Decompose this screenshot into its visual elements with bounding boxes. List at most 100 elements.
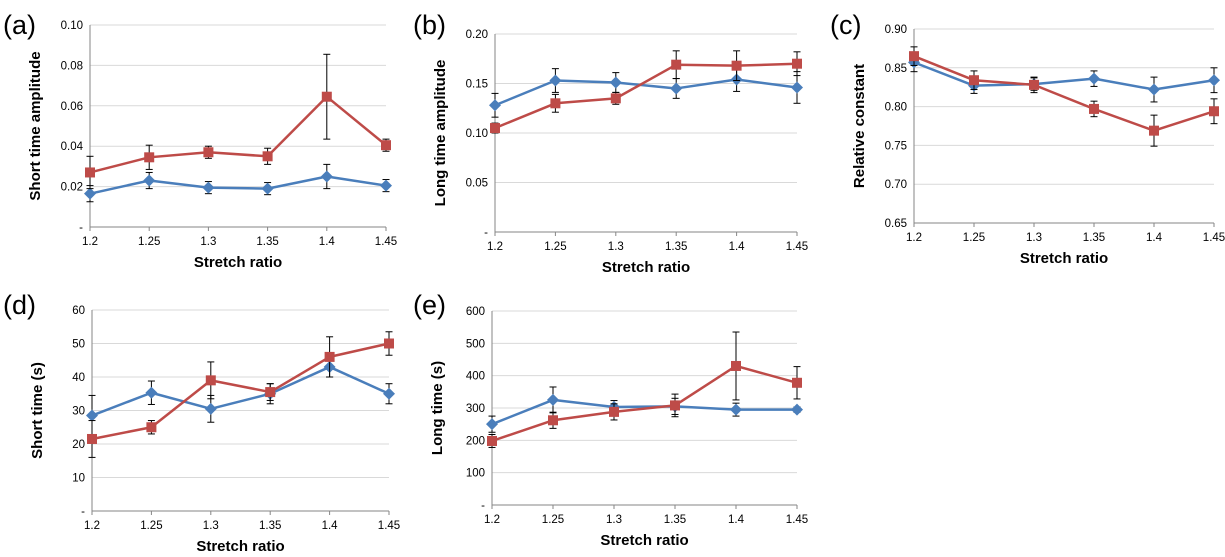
y-tick-label: 200 [466, 435, 485, 447]
x-tick-label: 1.25 [544, 241, 566, 253]
series-line-red [91, 342, 390, 441]
series-line-blue [913, 61, 1215, 91]
data-point-red [487, 435, 497, 446]
data-point-red [792, 377, 802, 388]
x-axis-title: Stretch ratio [602, 259, 690, 276]
x-axis-title: Stretch ratio [600, 532, 688, 549]
x-tick-label: 1.4 [319, 236, 336, 248]
y-axis-title: Short time (s) [29, 362, 46, 459]
panel-label-e: (e) [413, 290, 446, 320]
y-tick-label: 60 [72, 305, 85, 317]
y-tick-label: - [79, 222, 83, 234]
data-point-red [381, 140, 391, 151]
y-tick-label: 0.90 [885, 24, 907, 36]
data-point-red [550, 98, 561, 109]
y-tick-label: 500 [466, 338, 485, 350]
data-point-blue [609, 76, 622, 89]
x-tick-label: 1.4 [322, 520, 339, 532]
data-point-blue [202, 181, 215, 194]
data-point-red [610, 93, 621, 104]
y-tick-label: 0.75 [885, 140, 907, 152]
y-tick-label: - [481, 500, 485, 512]
data-point-red [1149, 125, 1159, 136]
chart-e: - 100 200 300 400 500 600 1.2 1.25 1.3 1.35 1.4 1.45… [429, 306, 808, 549]
y-tick-label: 0.15 [466, 79, 488, 91]
data-point-red [1089, 103, 1099, 114]
x-tick-label: 1.35 [259, 520, 281, 532]
x-axis-title: Stretch ratio [194, 254, 282, 271]
data-point-blue [670, 82, 683, 95]
x-tick-label: 1.3 [203, 520, 219, 532]
series-line-blue [491, 398, 797, 426]
y-tick-label: 0.05 [466, 178, 488, 190]
y-tick-label: - [484, 227, 488, 239]
y-tick-label: 0.65 [885, 218, 907, 230]
series-line-blue [494, 78, 798, 107]
data-point-blue [86, 409, 98, 422]
x-tick-label: 1.45 [786, 241, 808, 253]
x-tick-label: 1.2 [484, 514, 500, 526]
chart-a: - 0.02 0.04 0.06 0.08 0.10 1.2 1.25 1.3 1.35 1.4 1.… [27, 20, 397, 271]
data-point-red [85, 167, 95, 178]
panel-label-b: (b) [413, 10, 446, 40]
x-axis-title: Stretch ratio [1020, 250, 1108, 267]
x-tick-label: 1.45 [378, 520, 400, 532]
y-tick-label: 600 [466, 306, 485, 318]
x-tick-label: 1.25 [542, 514, 564, 526]
y-tick-label: 400 [466, 371, 485, 383]
x-tick-label: 1.3 [606, 514, 622, 526]
y-tick-label: 0.70 [885, 179, 907, 191]
x-tick-label: 1.35 [256, 236, 278, 248]
panel-label-d: (d) [3, 290, 36, 320]
x-tick-label: 1.25 [140, 520, 162, 532]
y-tick-label: 40 [72, 372, 85, 384]
data-point-red [909, 51, 919, 62]
data-point-red [205, 375, 216, 386]
y-tick-label: 0.20 [466, 29, 488, 41]
data-point-blue [1208, 74, 1220, 87]
y-tick-label: - [81, 506, 85, 518]
data-point-red [87, 433, 97, 444]
x-tick-label: 1.35 [665, 241, 687, 253]
data-point-blue [380, 179, 392, 192]
x-tick-label: 1.4 [728, 514, 745, 526]
x-tick-label: 1.4 [729, 241, 746, 253]
data-point-red [144, 152, 155, 163]
data-point-red [670, 400, 680, 411]
data-point-red [671, 59, 682, 70]
x-tick-label: 1.35 [1083, 232, 1105, 244]
data-point-red [609, 406, 619, 417]
data-point-blue [143, 174, 156, 187]
data-point-blue [204, 402, 217, 415]
y-axis-title: Long time (s) [429, 361, 446, 455]
y-axis-title: Short time amplitude [27, 51, 44, 200]
y-tick-label: 0.08 [61, 60, 83, 72]
x-tick-label: 1.35 [664, 514, 686, 526]
y-tick-label: 300 [466, 403, 485, 415]
y-tick-label: 0.10 [61, 20, 83, 32]
x-tick-label: 1.2 [487, 241, 503, 253]
data-point-red [969, 75, 979, 86]
x-axis-title: Stretch ratio [196, 538, 284, 555]
data-point-red [490, 123, 500, 134]
series-line-red [491, 364, 798, 443]
x-tick-label: 1.2 [84, 520, 100, 532]
y-tick-label: 0.02 [61, 182, 83, 194]
y-tick-label: 50 [72, 339, 85, 351]
data-point-red [265, 387, 276, 398]
y-tick-label: 0.85 [885, 63, 907, 75]
series-line-blue [91, 365, 390, 417]
data-point-red [324, 351, 335, 362]
data-point-blue [84, 187, 96, 200]
x-tick-label: 1.3 [608, 241, 624, 253]
series-line-red [494, 62, 798, 130]
data-point-red [792, 58, 802, 69]
y-tick-label: 30 [72, 406, 85, 418]
x-tick-label: 1.45 [375, 236, 397, 248]
y-tick-label: 20 [72, 439, 85, 451]
y-tick-label: 10 [72, 473, 85, 485]
data-point-blue [1148, 83, 1160, 96]
y-tick-label: 0.80 [885, 102, 907, 114]
y-axis-title: Relative constant [851, 64, 868, 188]
